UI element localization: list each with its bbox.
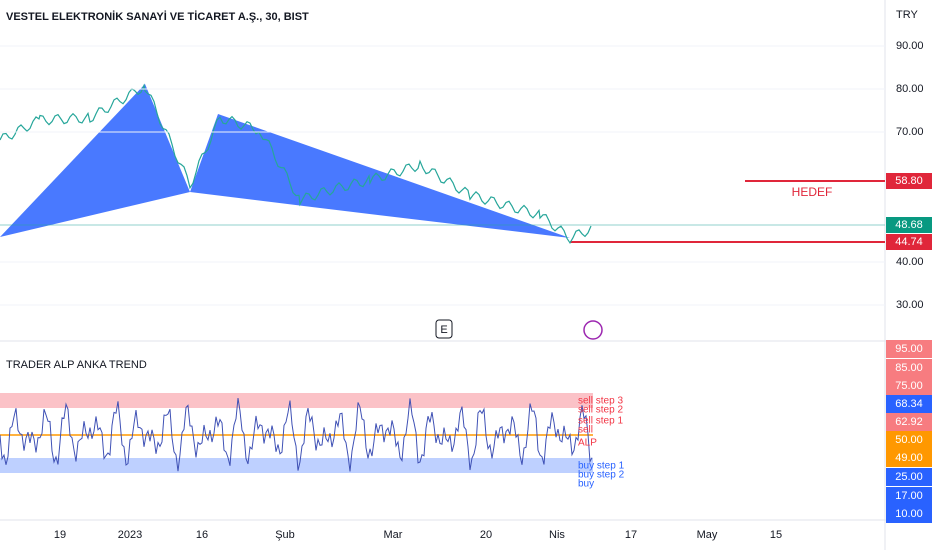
price-tag [886, 234, 932, 250]
indicator-label: 10.00 [895, 508, 923, 520]
indicator-tag [886, 395, 932, 413]
indicator-tag [886, 505, 932, 523]
time-label: Mar [384, 529, 403, 541]
signal-label: sell step 2 [578, 405, 623, 416]
indicator-label: 85.00 [895, 362, 923, 374]
earnings-label: E [440, 324, 447, 336]
currency: TRY [896, 9, 918, 21]
signal-label: buy step 1 [578, 461, 625, 472]
indicator-tag [886, 377, 932, 395]
indicator-tag [886, 359, 932, 377]
signal-label: sell step 1 [578, 416, 623, 427]
dividend-marker[interactable] [583, 320, 603, 340]
price-tag-label: 48.68 [895, 219, 923, 231]
time-label: 16 [196, 529, 208, 541]
indicator-tag [886, 449, 932, 467]
time-label: 2023 [118, 529, 142, 541]
indicator-tag [886, 487, 932, 505]
indicator-tag [886, 468, 932, 486]
pattern-leg-2 [190, 114, 570, 238]
signal-label: sell [578, 425, 593, 436]
price-tag [886, 217, 932, 233]
time-label: 15 [770, 529, 782, 541]
price-path [0, 83, 592, 245]
price-label: 80.00 [896, 83, 924, 95]
earnings-marker[interactable] [435, 319, 453, 339]
oscillator [0, 398, 593, 472]
price-label: 30.00 [896, 299, 924, 311]
time-label: Şub [275, 529, 295, 541]
time-label: Nis [549, 529, 565, 541]
indicator-label: 25.00 [895, 471, 923, 483]
indicator-tag [886, 413, 932, 431]
pattern-leg-1 [0, 84, 190, 237]
price-tag-label: 58.80 [895, 175, 923, 187]
time-label: 17 [625, 529, 637, 541]
time-label: May [697, 529, 718, 541]
symbol-title: VESTEL ELEKTRONİK SANAYİ VE TİCARET A.Ş.… [6, 10, 309, 23]
time-label: 20 [480, 529, 492, 541]
price-tag-label: 44.74 [895, 236, 923, 248]
buy-zone [0, 458, 593, 473]
sell-zone [0, 393, 593, 408]
signal-label: buy step 2 [578, 470, 625, 481]
price-tag [886, 173, 932, 189]
time-label: 19 [54, 529, 66, 541]
indicator-tag [886, 340, 932, 358]
signal-label: buy [578, 479, 594, 490]
price-label: 90.00 [896, 40, 924, 52]
price-label: 70.00 [896, 126, 924, 138]
indicator-label: 95.00 [895, 343, 923, 355]
indicator-label: 49.00 [895, 452, 923, 464]
signal-label: sell step 3 [578, 396, 623, 407]
indicator-label: 75.00 [895, 380, 923, 392]
target-label: HEDEF [792, 185, 833, 199]
indicator-label: 50.00 [895, 434, 923, 446]
price-label: 40.00 [896, 256, 924, 268]
indicator-tag [886, 431, 932, 449]
indicator-label: 62.92 [895, 416, 923, 428]
indicator-label: 17.00 [895, 490, 923, 502]
indicator-title: TRADER ALP ANKA TREND [6, 359, 147, 371]
indicator-label: 68.34 [895, 398, 923, 410]
signal-label: ALP [578, 438, 597, 449]
